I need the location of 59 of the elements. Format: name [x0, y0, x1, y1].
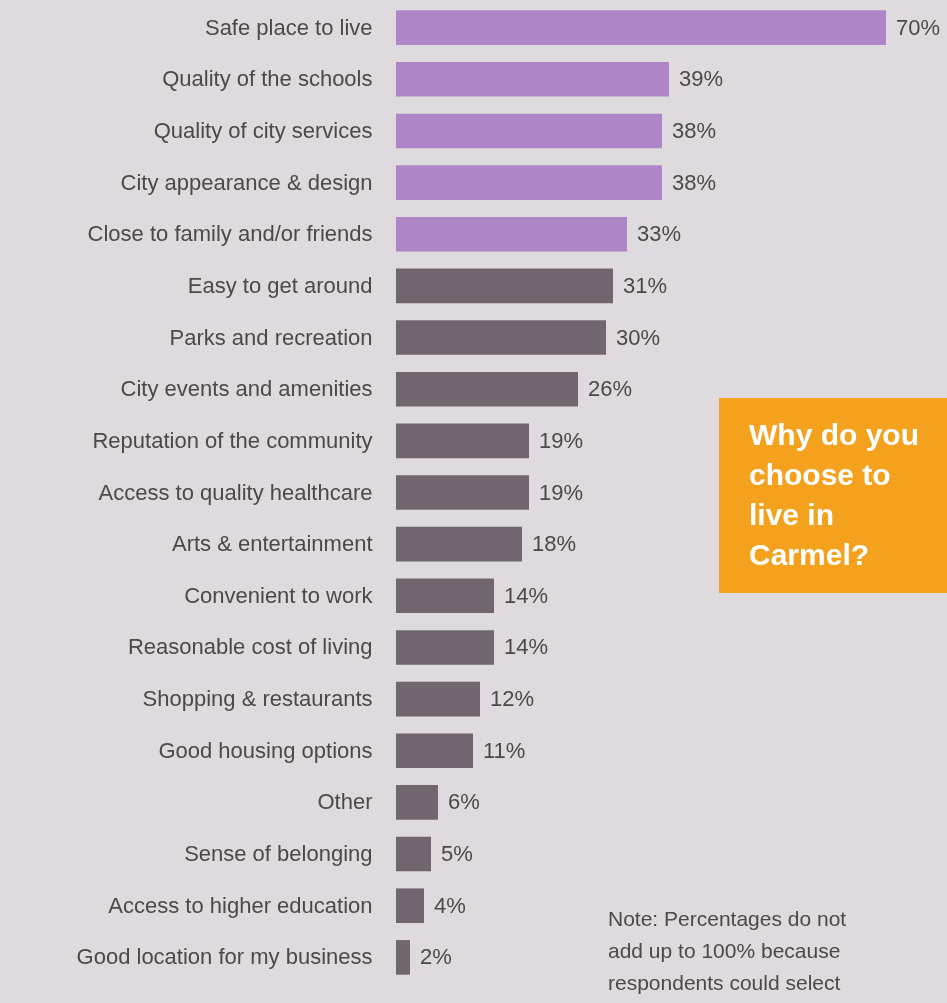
y-tick-label: Good location for my business — [76, 944, 373, 970]
bar — [396, 320, 606, 355]
bar — [396, 630, 494, 665]
y-tick-label: Shopping & restaurants — [142, 686, 373, 712]
data-label: 14% — [504, 582, 549, 608]
data-label: 12% — [490, 686, 535, 712]
y-tick-label: Parks and recreation — [169, 324, 373, 350]
y-tick-label: Reasonable cost of living — [127, 634, 373, 660]
bar — [396, 165, 662, 200]
y-tick-label: Access to quality healthcare — [98, 479, 373, 505]
y-tick-label: Other — [317, 789, 373, 815]
y-tick-label: Reputation of the community — [92, 427, 373, 453]
bar — [396, 836, 431, 872]
bar — [396, 681, 480, 717]
data-label: 18% — [532, 531, 577, 557]
y-tick-label: Quality of the schools — [162, 66, 373, 92]
data-label: 6% — [448, 789, 480, 815]
y-tick-label: Quality of city services — [153, 117, 373, 143]
bar — [396, 526, 522, 562]
bar — [396, 113, 662, 149]
bar — [396, 940, 410, 975]
y-tick-label: Arts & entertainment — [171, 531, 373, 557]
data-label: 4% — [434, 892, 466, 918]
text: Why do you choose to live in Carmel? — [749, 418, 919, 571]
data-label: 11% — [483, 737, 526, 763]
data-label: 39% — [679, 66, 724, 92]
data-label: 19% — [539, 427, 584, 453]
data-label: 19% — [539, 479, 584, 505]
bar — [396, 268, 613, 304]
data-label: 14% — [504, 634, 549, 660]
data-label: 38% — [672, 169, 717, 195]
y-tick-label: Close to family and/or friends — [87, 221, 373, 247]
y-tick-label: Easy to get around — [187, 272, 373, 298]
data-label: 5% — [441, 841, 473, 867]
y-tick-label: City appearance & design — [120, 169, 373, 195]
y-tick-label: Sense of belonging — [184, 841, 373, 867]
y-tick-label: Convenient to work — [184, 582, 374, 608]
bar — [396, 371, 578, 407]
data-label: 33% — [637, 221, 682, 247]
bar — [396, 61, 669, 97]
data-label: 38% — [672, 117, 717, 143]
data-label: 70% — [896, 14, 941, 40]
bar — [396, 423, 529, 459]
y-tick-label: Safe place to live — [204, 14, 373, 40]
bar — [396, 785, 438, 820]
annotation: Note: Percentages do not add up to 100% because respondents could select — [608, 907, 847, 994]
bar — [396, 216, 627, 252]
bar — [396, 888, 424, 924]
bar — [396, 733, 473, 769]
data-label: 26% — [588, 376, 633, 402]
data-label: 2% — [420, 944, 452, 970]
y-tick-label: Access to higher education — [108, 892, 373, 918]
data-label: 31% — [623, 272, 668, 298]
bar — [396, 578, 494, 614]
bar — [396, 10, 886, 45]
y-tick-label: City events and amenities — [120, 376, 373, 402]
data-label: 30% — [616, 324, 661, 350]
bar — [396, 475, 529, 510]
y-tick-label: Good housing options — [158, 737, 373, 763]
